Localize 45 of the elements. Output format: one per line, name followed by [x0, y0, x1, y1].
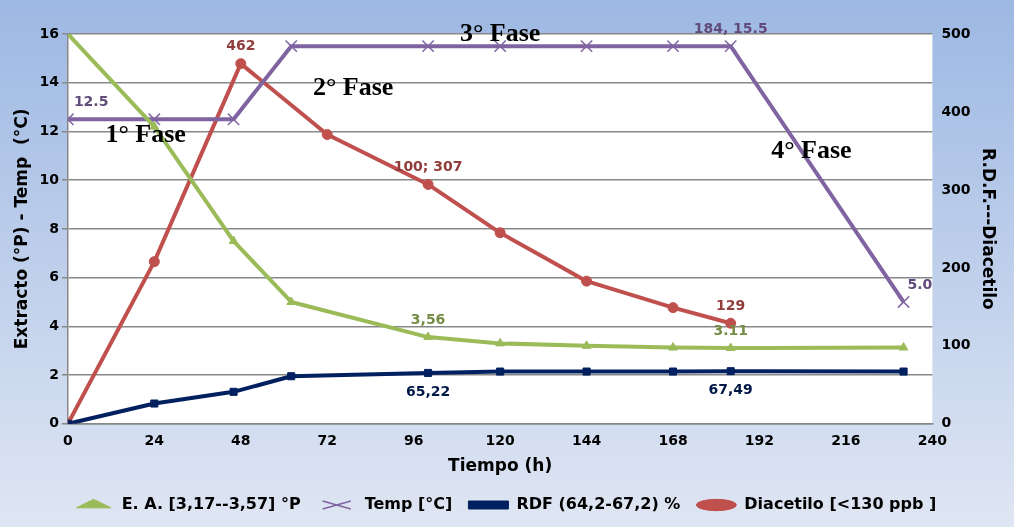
x-tick-label: 192: [744, 431, 775, 448]
x-tick-label: 0: [63, 431, 74, 448]
data-label: 184, 15.5: [693, 19, 768, 36]
data-label: 5.0: [907, 275, 933, 292]
y2-tick-label: 400: [941, 102, 971, 119]
x-tick-label: 216: [831, 431, 861, 448]
data-label: 100; 307: [393, 158, 463, 175]
y-tick-label: 4: [49, 316, 60, 333]
annotation: 3° Fase: [459, 17, 541, 47]
y2-tick-label: 0: [941, 414, 952, 431]
legend-label: Temp [°C]: [364, 494, 453, 514]
y-tick-label: 0: [49, 414, 60, 431]
y-axis-title: Extracto (°P) - Temp (°C): [10, 108, 31, 350]
data-label: 129: [716, 296, 746, 313]
legend-label: E. A. [3,17--3,57] °P: [121, 494, 301, 514]
x-tick-label: 144: [571, 431, 602, 448]
x-tick-label: 24: [144, 431, 165, 448]
y-tick-label: 6: [49, 268, 59, 285]
y-tick-label: 2: [49, 365, 59, 382]
y-tick-label: 12: [39, 122, 59, 139]
data-label: 3,56: [410, 310, 446, 327]
x-tick-label: 96: [403, 431, 424, 448]
data-label: 65,22: [405, 382, 451, 399]
data-label: 67,49: [708, 380, 753, 397]
annotation: 2° Fase: [312, 72, 394, 102]
annotation: 4° Fase: [771, 134, 852, 164]
x-tick-label: 48: [231, 431, 251, 448]
legend-label: RDF (64,2-67,2) %: [516, 494, 681, 514]
y-tick-label: 14: [39, 73, 60, 90]
y2-tick-label: 100: [941, 336, 971, 353]
x-tick-label: 120: [485, 431, 515, 448]
y2-tick-label: 500: [941, 24, 971, 41]
y2-tick-label: 300: [941, 180, 971, 197]
x-tick-label: 72: [317, 431, 337, 448]
x-tick-label: 240: [917, 431, 948, 448]
y-tick-label: 8: [49, 219, 59, 236]
legend-label: Diacetilo [<130 ppb ]: [744, 494, 937, 514]
x-tick-label: 168: [658, 431, 688, 448]
y2-axis-title: R.D.F.---Diacetilo: [979, 148, 1000, 310]
data-label: 462: [226, 37, 256, 54]
data-label: 12.5: [73, 92, 109, 109]
y2-tick-label: 200: [941, 258, 971, 275]
y-tick-label: 16: [39, 24, 59, 41]
x-axis-title: Tiempo (h): [448, 455, 553, 476]
y-tick-label: 10: [39, 170, 60, 187]
